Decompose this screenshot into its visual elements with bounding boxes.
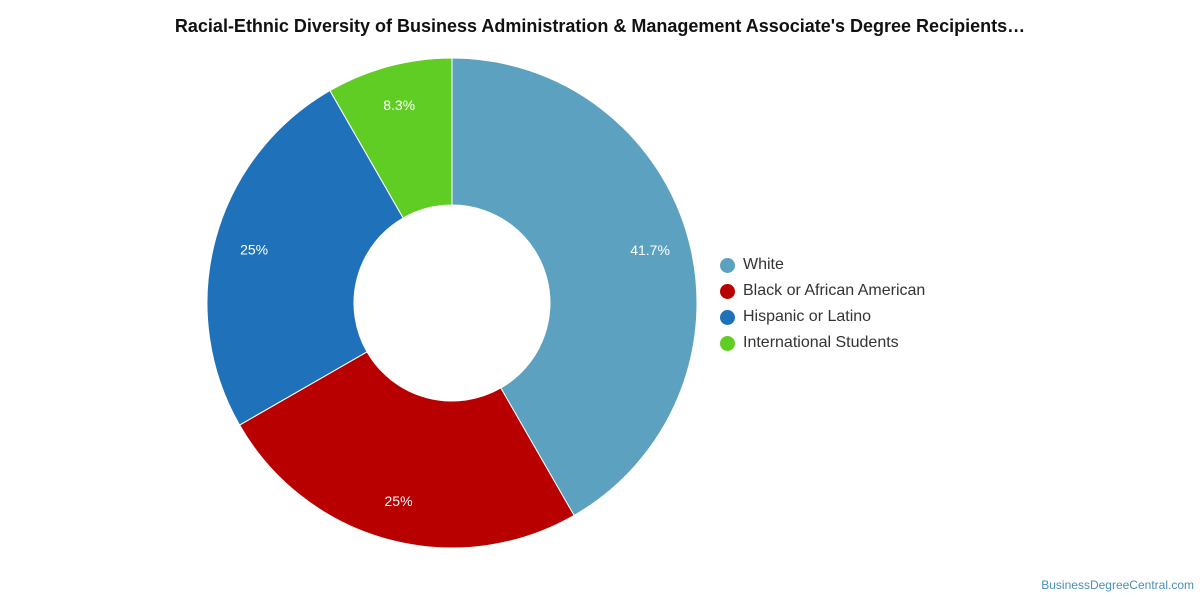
legend-label-black-or-african-american: Black or African American: [743, 282, 926, 299]
slice-international-students[interactable]: [329, 57, 453, 219]
legend-label-hispanic-or-latino: Hispanic or Latino: [743, 308, 872, 325]
slice-label-hispanic-or-latino: 25%: [240, 242, 268, 258]
legend-item-international-students[interactable]: International Students: [720, 330, 925, 356]
legend-swatch-white: [720, 257, 735, 273]
legend-swatch-international-students: [720, 335, 735, 351]
legend-swatch-black-or-african-american: [720, 283, 735, 299]
legend-item-hispanic-or-latino[interactable]: Hispanic or Latino: [720, 304, 925, 330]
source-credit-link[interactable]: BusinessDegreeCentral.com: [1041, 578, 1194, 592]
chart-legend: White Black or African American Hispanic…: [720, 252, 925, 356]
slice-hispanic-or-latino[interactable]: [206, 89, 404, 426]
legend-item-black-or-african-american[interactable]: Black or African American: [720, 278, 925, 304]
legend-label-international-students: International Students: [743, 334, 899, 351]
slice-label-white: 41.7%: [630, 242, 670, 258]
donut-slice-labels: 41.7% 25% 25% 8.3%: [240, 97, 670, 509]
donut-slices: [206, 57, 698, 549]
slice-black-or-african-american[interactable]: [238, 351, 575, 549]
legend-swatch-hispanic-or-latino: [720, 309, 735, 325]
slice-label-black-or-african-american: 25%: [385, 493, 413, 509]
slice-label-international-students: 8.3%: [383, 97, 415, 113]
slice-white[interactable]: [451, 57, 698, 517]
legend-item-white[interactable]: White: [720, 252, 925, 278]
legend-label-white: White: [743, 256, 784, 273]
chart-title: Racial-Ethnic Diversity of Business Admi…: [174, 16, 1026, 36]
